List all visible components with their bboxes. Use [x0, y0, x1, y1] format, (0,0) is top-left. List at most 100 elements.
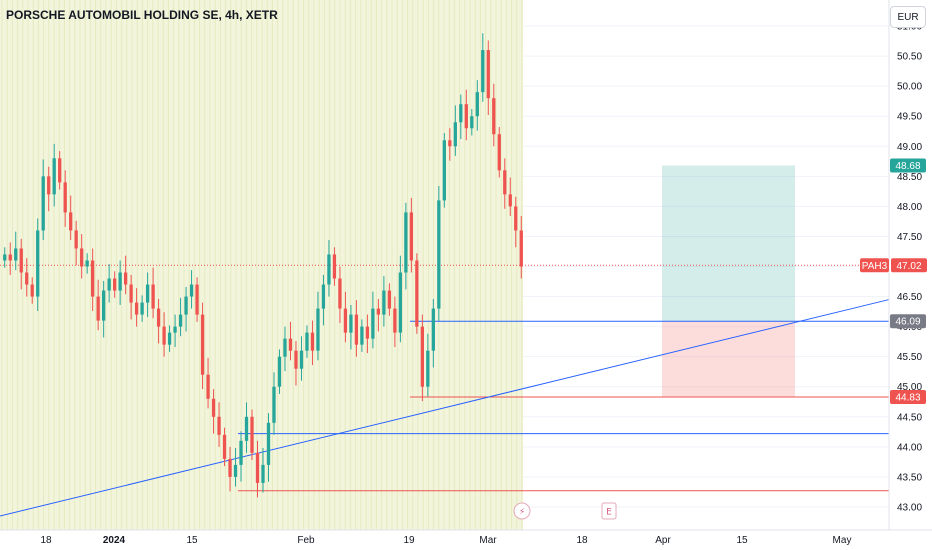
- price-tick-label: 45.50: [897, 352, 922, 363]
- time-tick-label: Mar: [479, 535, 497, 546]
- candle-body: [459, 104, 463, 123]
- candle-body: [277, 356, 282, 387]
- earnings-icon-frame[interactable]: [601, 502, 617, 520]
- price-tick-label: 44.00: [897, 442, 922, 453]
- candle-body: [497, 134, 501, 171]
- candle-body: [503, 170, 507, 195]
- time-tick-label: 15: [736, 535, 748, 546]
- dividend-icon-frame[interactable]: [513, 502, 531, 520]
- target-zone[interactable]: [662, 165, 795, 322]
- price-tick-label: 49.50: [897, 112, 922, 123]
- time-axis[interactable]: 18 2024 15 Feb 19 Mar 18 Apr 15 May: [40, 535, 851, 546]
- candle-body: [140, 302, 144, 315]
- candles: [3, 33, 523, 498]
- candle-body: [222, 434, 227, 459]
- earnings-icon[interactable]: E: [606, 508, 612, 518]
- price-tick-label: 43.00: [897, 502, 922, 513]
- last-price-badge-bg: [891, 258, 927, 273]
- candle-body: [393, 308, 397, 333]
- candle-body: [475, 92, 479, 117]
- candle-body: [332, 254, 337, 279]
- dividend-icon[interactable]: ⚡: [519, 508, 525, 518]
- currency-button[interactable]: EUR: [890, 6, 926, 28]
- event-markers[interactable]: ⚡ E: [513, 502, 617, 520]
- candle-body: [261, 464, 265, 483]
- candle-body: [112, 278, 117, 291]
- candle-body: [36, 230, 40, 297]
- candle-body: [453, 122, 457, 147]
- time-tick-label: 2024: [103, 535, 126, 546]
- candle-body: [63, 182, 67, 213]
- candle-body: [14, 248, 18, 261]
- candle-body: [250, 416, 254, 453]
- candle-body: [481, 50, 485, 93]
- candle-body: [316, 308, 320, 351]
- candle-body: [294, 350, 298, 369]
- chart-title: PORSCHE AUTOMOBIL HOLDING SE, 4h, XETR: [6, 8, 278, 22]
- candle-body: [129, 284, 133, 303]
- candle-body: [486, 50, 490, 99]
- candle-body: [464, 104, 468, 129]
- candle-body: [167, 332, 172, 345]
- stop-badge-bg: [890, 389, 926, 404]
- candle-body: [228, 458, 232, 477]
- candle-body: [338, 278, 342, 309]
- price-tick-label: 49.00: [897, 142, 922, 153]
- stop-badge: 44.83: [895, 392, 920, 403]
- last-price-badge: 47.02: [896, 261, 921, 272]
- candle-body: [47, 176, 51, 195]
- candle-body: [519, 230, 523, 267]
- candle-body: [211, 398, 216, 417]
- candle-body: [96, 296, 100, 321]
- candle-body: [156, 308, 161, 327]
- candle-body: [244, 416, 249, 441]
- horizontal-lines[interactable]: [238, 320, 889, 492]
- time-tick-label: 15: [186, 535, 198, 546]
- candle-body: [442, 140, 446, 201]
- trend-line[interactable]: [0, 299, 890, 517]
- candle-body: [255, 452, 260, 483]
- stop-zone[interactable]: [662, 321, 795, 397]
- candle-body: [431, 308, 435, 351]
- candle-body: [200, 314, 205, 375]
- candle-body: [8, 254, 12, 261]
- candle-body: [52, 158, 56, 195]
- candle-body: [343, 308, 348, 333]
- candle-body: [41, 176, 45, 231]
- candle-body: [266, 422, 271, 465]
- time-tick-label: 19: [403, 535, 415, 546]
- candle-body: [470, 116, 474, 129]
- candle-body: [206, 374, 210, 399]
- candle-body: [387, 290, 392, 309]
- candle-body: [371, 308, 375, 339]
- candle-body: [74, 230, 78, 249]
- candle-body: [189, 284, 194, 297]
- entry-badge-bg: [890, 314, 926, 329]
- price-tick-label: 47.50: [897, 232, 922, 243]
- candle-body: [184, 296, 188, 315]
- candle-body: [299, 350, 304, 369]
- candle-body: [91, 260, 95, 297]
- time-tick-label: May: [833, 535, 852, 546]
- price-badges: 48.68 46.09 44.83 PAH3 47.02: [860, 158, 927, 404]
- risk-reward-zones[interactable]: [662, 165, 795, 397]
- candle-body: [514, 206, 518, 231]
- candle-body: [321, 284, 326, 309]
- candle-body: [415, 260, 419, 327]
- candle-body: [30, 284, 34, 297]
- candle-body: [195, 284, 199, 315]
- target-badge-bg: [890, 158, 926, 173]
- candle-body: [217, 416, 221, 435]
- candle-body: [327, 254, 331, 285]
- candle-body: [365, 326, 370, 339]
- candle-body: [382, 290, 386, 315]
- candle-body: [420, 326, 424, 387]
- entry-badge: 46.09: [895, 317, 920, 328]
- price-tick-label: 45.00: [897, 382, 922, 393]
- candle-body: [58, 158, 62, 183]
- price-tick-label: 50.50: [897, 52, 922, 63]
- candle-body: [448, 140, 452, 147]
- candle-body: [123, 272, 128, 285]
- candle-body: [354, 314, 359, 345]
